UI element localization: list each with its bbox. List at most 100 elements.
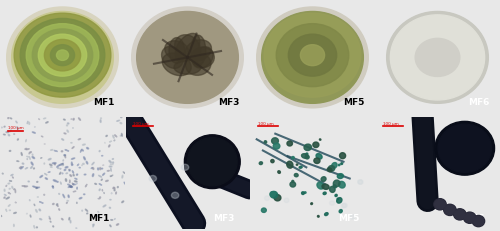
Ellipse shape <box>284 198 289 203</box>
Ellipse shape <box>294 173 298 177</box>
Ellipse shape <box>114 135 117 137</box>
Ellipse shape <box>7 197 10 199</box>
Ellipse shape <box>304 192 306 193</box>
Ellipse shape <box>78 139 80 140</box>
Ellipse shape <box>86 213 88 214</box>
Ellipse shape <box>110 225 111 227</box>
Ellipse shape <box>10 130 11 132</box>
Text: MF3: MF3 <box>218 98 240 107</box>
Ellipse shape <box>34 204 35 206</box>
Ellipse shape <box>12 177 14 178</box>
Ellipse shape <box>110 168 112 171</box>
Ellipse shape <box>314 158 320 164</box>
Ellipse shape <box>63 194 64 198</box>
Ellipse shape <box>302 154 308 158</box>
Ellipse shape <box>56 204 58 205</box>
Ellipse shape <box>102 173 104 175</box>
Ellipse shape <box>270 191 278 198</box>
Ellipse shape <box>259 162 262 164</box>
Ellipse shape <box>8 205 10 206</box>
Ellipse shape <box>82 149 84 151</box>
Ellipse shape <box>270 192 276 197</box>
Ellipse shape <box>182 164 188 170</box>
Ellipse shape <box>444 205 455 215</box>
Ellipse shape <box>15 190 16 193</box>
Ellipse shape <box>322 184 329 189</box>
Ellipse shape <box>108 170 110 171</box>
Ellipse shape <box>29 157 30 159</box>
Ellipse shape <box>66 173 68 174</box>
Text: 100 μm: 100 μm <box>258 122 274 126</box>
Ellipse shape <box>27 121 28 124</box>
Text: MF5: MF5 <box>343 98 364 107</box>
Text: 100 μm: 100 μm <box>383 122 398 126</box>
Ellipse shape <box>112 162 114 163</box>
Ellipse shape <box>454 210 465 219</box>
Ellipse shape <box>341 163 342 164</box>
Ellipse shape <box>86 209 87 211</box>
Ellipse shape <box>59 193 60 194</box>
Ellipse shape <box>162 46 183 68</box>
Ellipse shape <box>454 209 466 220</box>
Ellipse shape <box>60 163 64 165</box>
Ellipse shape <box>288 34 337 76</box>
Ellipse shape <box>464 212 476 223</box>
Ellipse shape <box>175 33 200 62</box>
Ellipse shape <box>76 174 78 175</box>
Ellipse shape <box>415 38 460 76</box>
Ellipse shape <box>292 157 294 159</box>
Ellipse shape <box>74 181 77 182</box>
Ellipse shape <box>84 157 86 160</box>
Ellipse shape <box>98 211 99 212</box>
Text: 100 μm: 100 μm <box>133 122 148 126</box>
Ellipse shape <box>45 178 48 179</box>
Ellipse shape <box>186 53 211 75</box>
Ellipse shape <box>444 204 456 216</box>
Ellipse shape <box>124 182 126 185</box>
Ellipse shape <box>84 194 85 195</box>
Text: 100 μm: 100 μm <box>8 126 24 130</box>
Ellipse shape <box>8 183 10 184</box>
Ellipse shape <box>12 12 114 103</box>
Ellipse shape <box>80 198 82 199</box>
Ellipse shape <box>49 216 50 218</box>
Ellipse shape <box>78 118 80 120</box>
Ellipse shape <box>110 141 112 142</box>
Ellipse shape <box>98 198 100 199</box>
Ellipse shape <box>72 171 74 173</box>
Ellipse shape <box>338 198 339 199</box>
Ellipse shape <box>174 60 201 74</box>
Ellipse shape <box>54 150 58 152</box>
Ellipse shape <box>10 118 12 119</box>
Ellipse shape <box>109 161 112 163</box>
Ellipse shape <box>106 180 108 181</box>
Ellipse shape <box>318 216 319 217</box>
Ellipse shape <box>313 142 319 148</box>
Ellipse shape <box>50 164 52 166</box>
Ellipse shape <box>184 135 240 188</box>
Ellipse shape <box>264 141 266 143</box>
Ellipse shape <box>9 188 10 189</box>
Ellipse shape <box>64 119 65 120</box>
Ellipse shape <box>21 152 22 155</box>
Ellipse shape <box>172 192 179 198</box>
Ellipse shape <box>69 170 70 171</box>
Ellipse shape <box>342 203 347 208</box>
Ellipse shape <box>28 181 29 182</box>
Ellipse shape <box>92 162 94 165</box>
Ellipse shape <box>90 214 92 215</box>
Ellipse shape <box>287 161 293 168</box>
Ellipse shape <box>70 175 71 176</box>
Ellipse shape <box>121 117 122 118</box>
Ellipse shape <box>120 122 122 124</box>
Ellipse shape <box>32 154 33 155</box>
Ellipse shape <box>68 186 71 187</box>
Ellipse shape <box>66 125 68 126</box>
Ellipse shape <box>4 189 5 191</box>
Ellipse shape <box>72 158 74 159</box>
Ellipse shape <box>287 141 292 146</box>
Ellipse shape <box>36 227 38 228</box>
Ellipse shape <box>341 204 346 208</box>
Ellipse shape <box>149 175 156 182</box>
Ellipse shape <box>40 175 42 178</box>
